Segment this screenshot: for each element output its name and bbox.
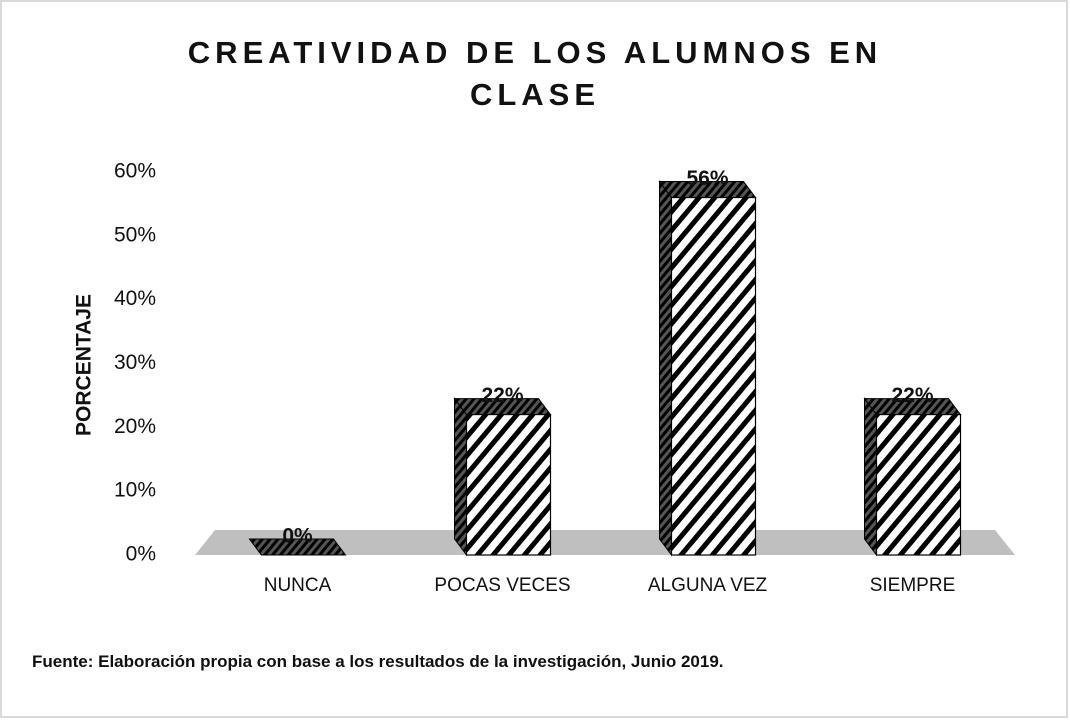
bar-side <box>659 180 672 557</box>
data-label: 56% <box>686 167 728 190</box>
y-tick-label: 60% <box>114 160 156 183</box>
data-label: 22% <box>891 384 933 407</box>
data-label: 22% <box>481 384 523 407</box>
x-tick-label: POCAS VECES <box>434 575 570 596</box>
y-tick-label: 20% <box>114 415 156 438</box>
source-note: Fuente: Elaboración propia con base a lo… <box>32 652 724 671</box>
y-tick-label: 30% <box>114 351 156 374</box>
bar-top <box>248 538 347 556</box>
data-label: 0% <box>282 525 313 548</box>
y-axis-label: PORCENTAJE <box>73 294 96 436</box>
y-tick-label: 50% <box>114 223 156 246</box>
y-tick-label: 40% <box>114 287 156 310</box>
x-tick-label: ALGUNA VEZ <box>648 575 768 596</box>
x-tick-label: SIEMPRE <box>870 575 956 596</box>
bar-side <box>454 397 467 557</box>
bar <box>465 413 552 556</box>
chart-title: CREATIVIDAD DE LOS ALUMNOS EN CLASE <box>187 35 883 112</box>
y-tick-label: 10% <box>114 479 156 502</box>
x-tick-label: NUNCA <box>264 575 332 596</box>
bar <box>670 196 757 556</box>
bar-side <box>864 397 877 557</box>
bar <box>875 413 962 556</box>
floor <box>195 530 1015 555</box>
y-tick-label: 0% <box>126 543 156 566</box>
